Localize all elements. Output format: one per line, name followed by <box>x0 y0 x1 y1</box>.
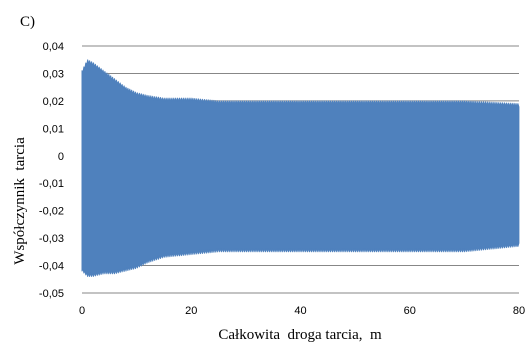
x-axis-tick-labels: 0 20 40 60 80 <box>79 305 525 317</box>
y-tick-label: -0,04 <box>39 261 64 273</box>
y-tick-label: -0,05 <box>39 288 64 300</box>
y-axis-label: Współczynnik tarcia <box>12 137 28 265</box>
friction-signal-band <box>81 59 520 277</box>
y-tick-label: 0,01 <box>43 123 64 135</box>
y-tick-label: -0,02 <box>39 206 64 218</box>
x-axis-label: Całkowita droga tarcia, m <box>218 327 382 343</box>
x-tick-label: 80 <box>513 305 525 317</box>
x-tick-label: 20 <box>185 305 197 317</box>
y-tick-label: 0,02 <box>43 96 64 108</box>
y-tick-label: 0,03 <box>43 68 64 80</box>
y-tick-label: 0,04 <box>43 41 64 53</box>
y-tick-label: -0,01 <box>39 178 64 190</box>
panel-label: C) <box>20 14 35 30</box>
x-tick-label: 0 <box>79 305 85 317</box>
y-tick-label: -0,03 <box>39 233 64 245</box>
y-axis-tick-labels: 0,04 0,03 0,02 0,01 0 -0,01 -0,02 -0,03 -0,04 -0,… <box>39 41 64 300</box>
x-tick-label: 60 <box>404 305 416 317</box>
x-tick-label: 40 <box>294 305 306 317</box>
data-series <box>81 59 520 277</box>
y-tick-label: 0 <box>58 151 64 163</box>
